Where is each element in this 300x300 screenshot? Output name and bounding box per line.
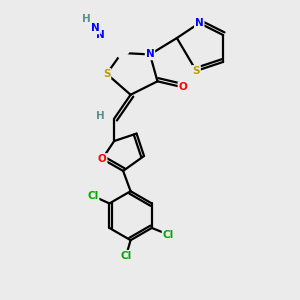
Text: S: S bbox=[193, 66, 200, 76]
Text: H: H bbox=[82, 14, 91, 24]
Text: N: N bbox=[96, 30, 105, 40]
Text: N: N bbox=[195, 18, 204, 28]
Text: S: S bbox=[103, 69, 110, 79]
Text: O: O bbox=[98, 154, 106, 164]
Text: Cl: Cl bbox=[163, 230, 174, 239]
Text: H: H bbox=[96, 111, 105, 121]
Text: O: O bbox=[178, 82, 187, 92]
Text: Cl: Cl bbox=[121, 251, 132, 261]
Text: H: H bbox=[92, 26, 100, 36]
Text: N: N bbox=[146, 50, 154, 59]
Text: Cl: Cl bbox=[87, 191, 99, 201]
Text: N: N bbox=[91, 23, 100, 34]
